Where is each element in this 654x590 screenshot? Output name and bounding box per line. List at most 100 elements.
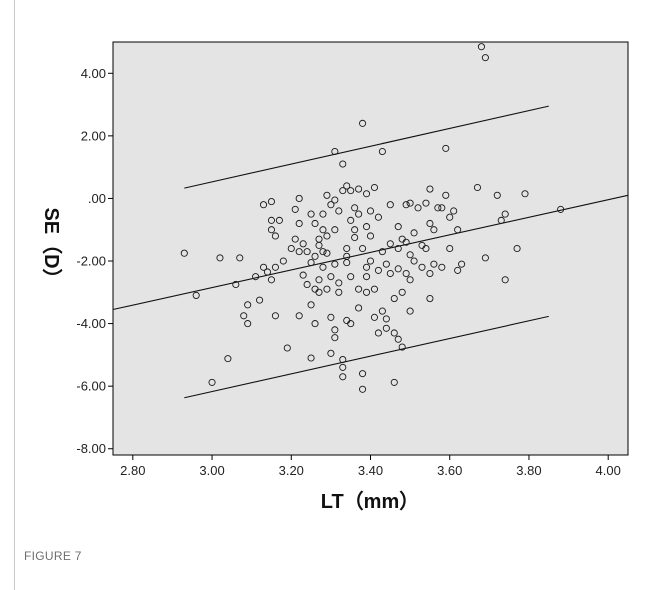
data-point: [477, 43, 485, 51]
data-point: [339, 363, 347, 371]
data-point: [252, 273, 260, 281]
data-point: [347, 273, 355, 281]
data-point: [323, 191, 331, 199]
data-point: [295, 312, 303, 320]
data-point: [307, 259, 315, 267]
fit-line-1: [184, 105, 549, 189]
data-point: [319, 226, 327, 234]
data-point: [422, 244, 430, 253]
x-tick-label: 2.80: [120, 463, 145, 478]
data-point: [473, 183, 482, 192]
data-point: [347, 320, 355, 328]
data-point: [315, 288, 323, 296]
y-tick-label: -8.00: [76, 441, 106, 456]
data-point: [442, 144, 450, 152]
data-point: [319, 263, 327, 271]
data-point: [481, 54, 489, 62]
data-point: [279, 257, 287, 265]
data-point: [355, 285, 363, 293]
data-point: [291, 235, 299, 243]
data-point: [339, 160, 347, 168]
data-point: [240, 312, 248, 320]
data-point: [370, 313, 379, 321]
data-point: [438, 263, 446, 271]
y-axis-title: SE（D）: [40, 207, 63, 288]
data-point: [366, 232, 375, 240]
y-tick-label: 2.00: [81, 128, 106, 143]
data-point: [291, 205, 299, 213]
data-point: [327, 313, 335, 321]
data-point: [406, 251, 414, 259]
data-point: [307, 354, 315, 362]
data-point: [359, 119, 367, 127]
scatter-chart: 4.00 2.00 .00 -2.00 -4.00 -6.00 -8.00 2.80 3.00…: [40, 41, 629, 513]
data-point: [339, 187, 347, 195]
data-point: [331, 260, 339, 268]
data-point: [402, 238, 410, 246]
data-point: [315, 235, 323, 243]
data-point: [362, 273, 371, 281]
data-point: [382, 324, 390, 332]
figure-caption: FIGURE 7: [24, 549, 82, 563]
data-point: [259, 263, 268, 271]
data-point: [267, 216, 276, 224]
data-point: [299, 271, 307, 279]
data-point: [446, 213, 454, 221]
data-point: [481, 254, 489, 262]
data-point: [359, 385, 367, 393]
y-tick-label: -6.00: [76, 379, 106, 394]
data-point: [402, 269, 410, 278]
data-point: [232, 280, 240, 289]
data-point: [362, 288, 371, 296]
data-point: [267, 276, 276, 284]
data-points: [180, 43, 565, 393]
data-point: [343, 259, 351, 267]
x-tick-label: 3.60: [437, 463, 462, 478]
data-point: [236, 254, 244, 262]
data-point: [244, 301, 252, 309]
data-point: [362, 223, 371, 231]
data-point: [180, 249, 188, 257]
data-point: [442, 191, 450, 199]
data-point: [422, 199, 430, 207]
data-point: [295, 194, 303, 202]
data-point: [319, 248, 327, 256]
data-point: [355, 185, 363, 193]
data-point: [331, 147, 339, 156]
plot-area: [112, 41, 629, 456]
x-axis-title: LT（mm）: [321, 490, 420, 513]
data-point: [513, 244, 521, 253]
data-point: [390, 329, 398, 337]
data-point: [406, 276, 414, 284]
data-point: [347, 187, 355, 195]
data-point: [259, 201, 268, 209]
data-point: [406, 307, 414, 315]
data-point: [335, 279, 343, 287]
data-point: [386, 240, 394, 248]
x-axis: 2.80 3.00 3.20 3.40 3.60 3.80 4.00: [120, 455, 621, 478]
data-point: [355, 304, 363, 312]
data-point: [275, 216, 283, 224]
data-point: [394, 335, 402, 343]
fit-line-0: [112, 194, 629, 311]
data-point: [311, 320, 319, 328]
data-point: [327, 201, 335, 209]
data-point: [497, 216, 505, 224]
data-point: [406, 199, 414, 207]
data-point: [339, 356, 347, 364]
data-point: [359, 244, 367, 253]
data-point: [351, 226, 359, 234]
data-point: [366, 257, 375, 265]
data-point: [434, 204, 442, 212]
data-point: [426, 269, 434, 278]
data-point: [394, 223, 402, 231]
y-tick-label: -2.00: [76, 254, 106, 269]
data-point: [335, 207, 343, 215]
data-point: [430, 226, 438, 234]
data-point: [450, 207, 458, 215]
data-point: [331, 226, 339, 234]
data-point: [386, 269, 394, 278]
frame-left-border: [14, 0, 15, 590]
data-point: [295, 248, 303, 256]
data-point: [224, 355, 232, 363]
